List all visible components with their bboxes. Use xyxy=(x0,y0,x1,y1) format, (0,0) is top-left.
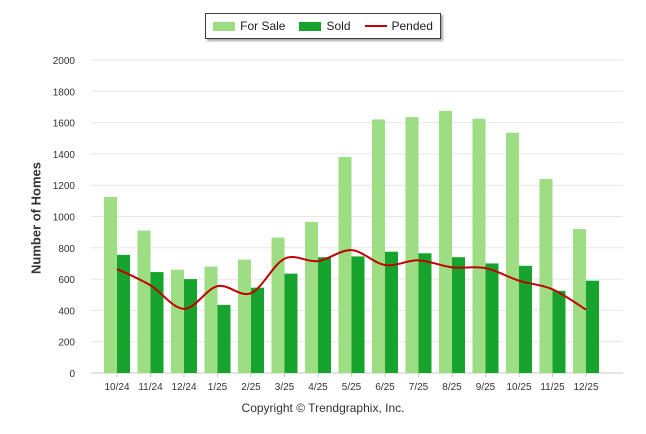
x-tick-label: 10/24 xyxy=(104,382,129,393)
bar-sold xyxy=(184,279,197,373)
x-tick-label: 2/25 xyxy=(241,382,261,393)
y-tick-label: 800 xyxy=(58,244,75,255)
bar-for-sale xyxy=(439,110,452,374)
legend-item-sold[interactable]: Sold xyxy=(299,19,351,33)
y-tick-label: 600 xyxy=(58,275,75,286)
legend-swatch-pended xyxy=(364,25,387,27)
pended-line xyxy=(116,249,587,311)
bar-sold xyxy=(117,254,130,373)
pended-line-layer xyxy=(116,249,587,311)
legend-item-pended[interactable]: Pended xyxy=(364,19,433,33)
bar-sold xyxy=(452,257,465,373)
y-tick-label: 1000 xyxy=(53,213,76,224)
y-tick-label: 400 xyxy=(58,306,75,317)
y-tick-label: 1600 xyxy=(53,119,76,130)
ticks-layer: 0 200 400 600 800 1000 1200 1400 1600 1800 2000 10/… xyxy=(53,56,599,393)
x-tick-label: 1/25 xyxy=(208,382,228,393)
y-tick-label: 200 xyxy=(58,338,75,349)
legend: For Sale Sold Pended xyxy=(205,13,441,39)
x-tick-label: 7/25 xyxy=(409,382,429,393)
legend-swatch-for-sale xyxy=(213,21,236,31)
bar-for-sale xyxy=(305,221,318,373)
bar-sold xyxy=(519,265,532,373)
y-tick-label: 1800 xyxy=(53,87,76,98)
bar-sold xyxy=(351,256,365,373)
bar-sold xyxy=(485,263,499,373)
legend-label-sold: Sold xyxy=(326,19,351,33)
bar-for-sale xyxy=(171,269,184,373)
y-tick-label: 1400 xyxy=(53,150,76,161)
bar-for-sale xyxy=(238,259,251,373)
x-tick-label: 11/25 xyxy=(540,382,565,393)
x-tick-label: 9/25 xyxy=(476,382,496,393)
bar-for-sale xyxy=(539,178,553,373)
x-tick-label: 6/25 xyxy=(375,382,395,393)
bar-for-sale xyxy=(472,118,486,373)
y-tick-label: 1200 xyxy=(53,181,76,192)
bar-for-sale xyxy=(204,266,218,373)
bar-for-sale xyxy=(405,117,419,373)
bar-sold xyxy=(586,280,599,373)
bar-for-sale xyxy=(137,230,151,373)
bar-for-sale xyxy=(104,196,117,373)
bar-for-sale xyxy=(573,229,586,373)
bar-sold xyxy=(150,272,164,373)
y-tick-label: 2000 xyxy=(53,56,76,67)
x-tick-label: 10/25 xyxy=(506,382,531,393)
legend-label-pended: Pended xyxy=(391,19,433,33)
x-tick-label: 3/25 xyxy=(275,382,295,393)
bar-sold xyxy=(552,290,566,373)
legend-swatch-sold xyxy=(299,21,322,31)
bars-layer xyxy=(104,110,599,374)
bar-sold xyxy=(385,251,398,373)
bar-sold xyxy=(418,253,432,373)
bar-sold xyxy=(217,304,231,373)
bar-for-sale xyxy=(338,157,352,373)
x-tick-label: 12/24 xyxy=(171,382,196,393)
bar-sold xyxy=(318,257,331,373)
x-tick-label: 4/25 xyxy=(308,382,328,393)
legend-item-for-sale[interactable]: For Sale xyxy=(213,19,285,33)
y-tick-label: 0 xyxy=(69,369,75,380)
copyright-text: Copyright © Trendgraphix, Inc. xyxy=(241,401,405,415)
x-tick-label: 5/25 xyxy=(342,382,362,393)
x-tick-label: 12/25 xyxy=(573,382,598,393)
x-tick-label: 11/24 xyxy=(138,382,163,393)
bar-for-sale xyxy=(372,119,385,373)
bar-sold xyxy=(251,287,264,373)
bar-for-sale xyxy=(271,237,285,373)
x-tick-label: 8/25 xyxy=(442,382,462,393)
legend-label-for-sale: For Sale xyxy=(240,19,286,33)
y-axis-label: Number of Homes xyxy=(28,162,44,274)
bar-sold xyxy=(284,273,298,373)
bar-for-sale xyxy=(506,132,519,373)
